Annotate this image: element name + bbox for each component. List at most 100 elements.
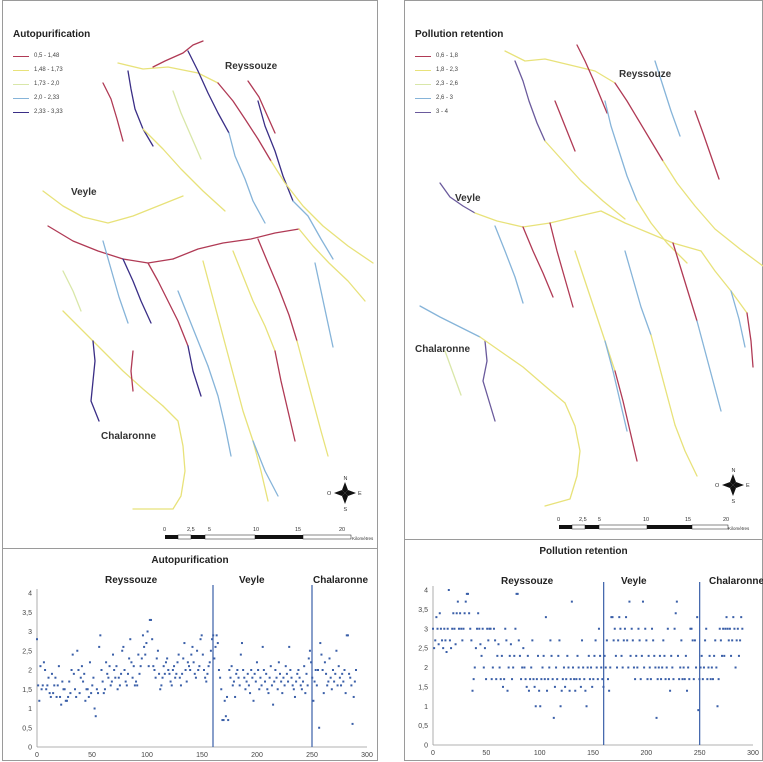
scatter-point [304,692,307,695]
scatter-point [439,627,442,630]
scatter-point [38,699,41,702]
scatter-point [491,666,494,669]
scatter-point [569,678,572,681]
scatter-point [447,589,450,591]
scatter-point [657,666,660,669]
scatter-point [565,678,568,681]
river-label-chalaronne: Chalaronne [415,344,471,355]
scatter-point [730,654,733,657]
scatter-point [605,639,608,642]
scatter-point [302,680,305,683]
scatter-point [630,627,633,630]
scale-tick-label: 15 [685,517,691,523]
scatter-point [508,654,511,657]
scatter-point [226,695,229,698]
scatter-point [567,666,570,669]
scatter-point [434,639,437,642]
scatter-point [468,612,471,615]
scatter-point [139,665,142,668]
scatter-point [647,654,650,657]
scatter-point [704,639,707,642]
scatter-point [722,627,725,630]
legend-swatch [13,83,29,85]
map-title: Autopurification [13,29,91,40]
scatter-point [466,592,469,595]
legend-swatch [13,55,29,57]
scatter-point [82,680,85,683]
scatter-point [266,688,269,691]
legend-swatch [415,111,431,113]
legend-label: 2,33 - 3,33 [34,109,63,115]
scatter-point [629,654,632,657]
scatter-point [452,612,455,615]
scatter-point [79,676,82,679]
scatter-point [56,684,59,687]
scatter-point [245,680,248,683]
scatter-point [323,661,326,664]
scatter-point [299,684,302,687]
scatter-point [336,684,339,687]
scatter-point [560,689,563,692]
scatter-point [121,649,124,652]
legend-swatch [13,97,29,99]
scatter-point [578,678,581,681]
scatter-point [559,705,562,708]
scatter-point [236,669,239,671]
scatter-point [60,703,63,706]
scatter-point [68,680,71,683]
scatter-point [222,719,225,722]
scatter-point [602,685,605,688]
y-tick-label: 1 [424,704,428,711]
scatter-point [107,676,110,679]
river-network: 0 2,5 5 10 15 20 Kilomètres N E S O [42,40,374,541]
y-tick-label: 4 [28,591,32,598]
scatter-point [189,669,192,671]
scatter-point [438,612,441,615]
scatter-point [251,676,254,679]
legend-label: 2,3 - 2,6 [436,81,459,87]
y-tick-label: 1,5 [418,684,428,691]
scatter-point [308,649,311,652]
scatter-point [67,695,70,698]
scatter-point [42,661,45,664]
scatter-point [196,649,199,652]
scatter-point [264,680,267,683]
scatter-point [151,638,154,641]
compass-letter: O [715,483,720,489]
scatter-point [701,678,704,681]
x-tick-label: 300 [747,750,759,757]
scatter-point [238,684,241,687]
scatter-point [208,661,211,664]
scatter-point [591,685,594,688]
scatter-point [485,678,488,681]
scatter-point [179,684,182,687]
scatter-point [492,627,495,630]
scatter-point [432,627,434,630]
scatter-point [155,657,158,660]
scatter-point [310,661,313,664]
scatter-point [600,666,603,669]
scatter-point [318,726,321,729]
scatter-point [144,653,147,656]
scatter-point [531,639,534,642]
scatter-point [231,684,234,687]
scatter-point [503,678,506,681]
scatter-point [546,689,549,692]
scatter-point [123,669,126,671]
scatter-point [340,684,343,687]
scatter-point [246,672,249,675]
scatter-point [590,666,593,669]
scatter-point [474,647,477,650]
scatter-point [671,666,674,669]
chart-panel-pollution-retention: Pollution retention Reyssouze Veyle Chal… [404,539,763,761]
scatter-point [548,666,551,669]
scatter-point [235,672,238,675]
scatter-point [437,643,440,646]
scatter-point [456,600,459,603]
scatter-point [213,657,216,660]
scatter-point [78,692,81,695]
scatter-point [530,666,533,669]
scatter-point [505,639,508,642]
scatter-point [184,669,187,671]
scatter-point [521,666,524,669]
